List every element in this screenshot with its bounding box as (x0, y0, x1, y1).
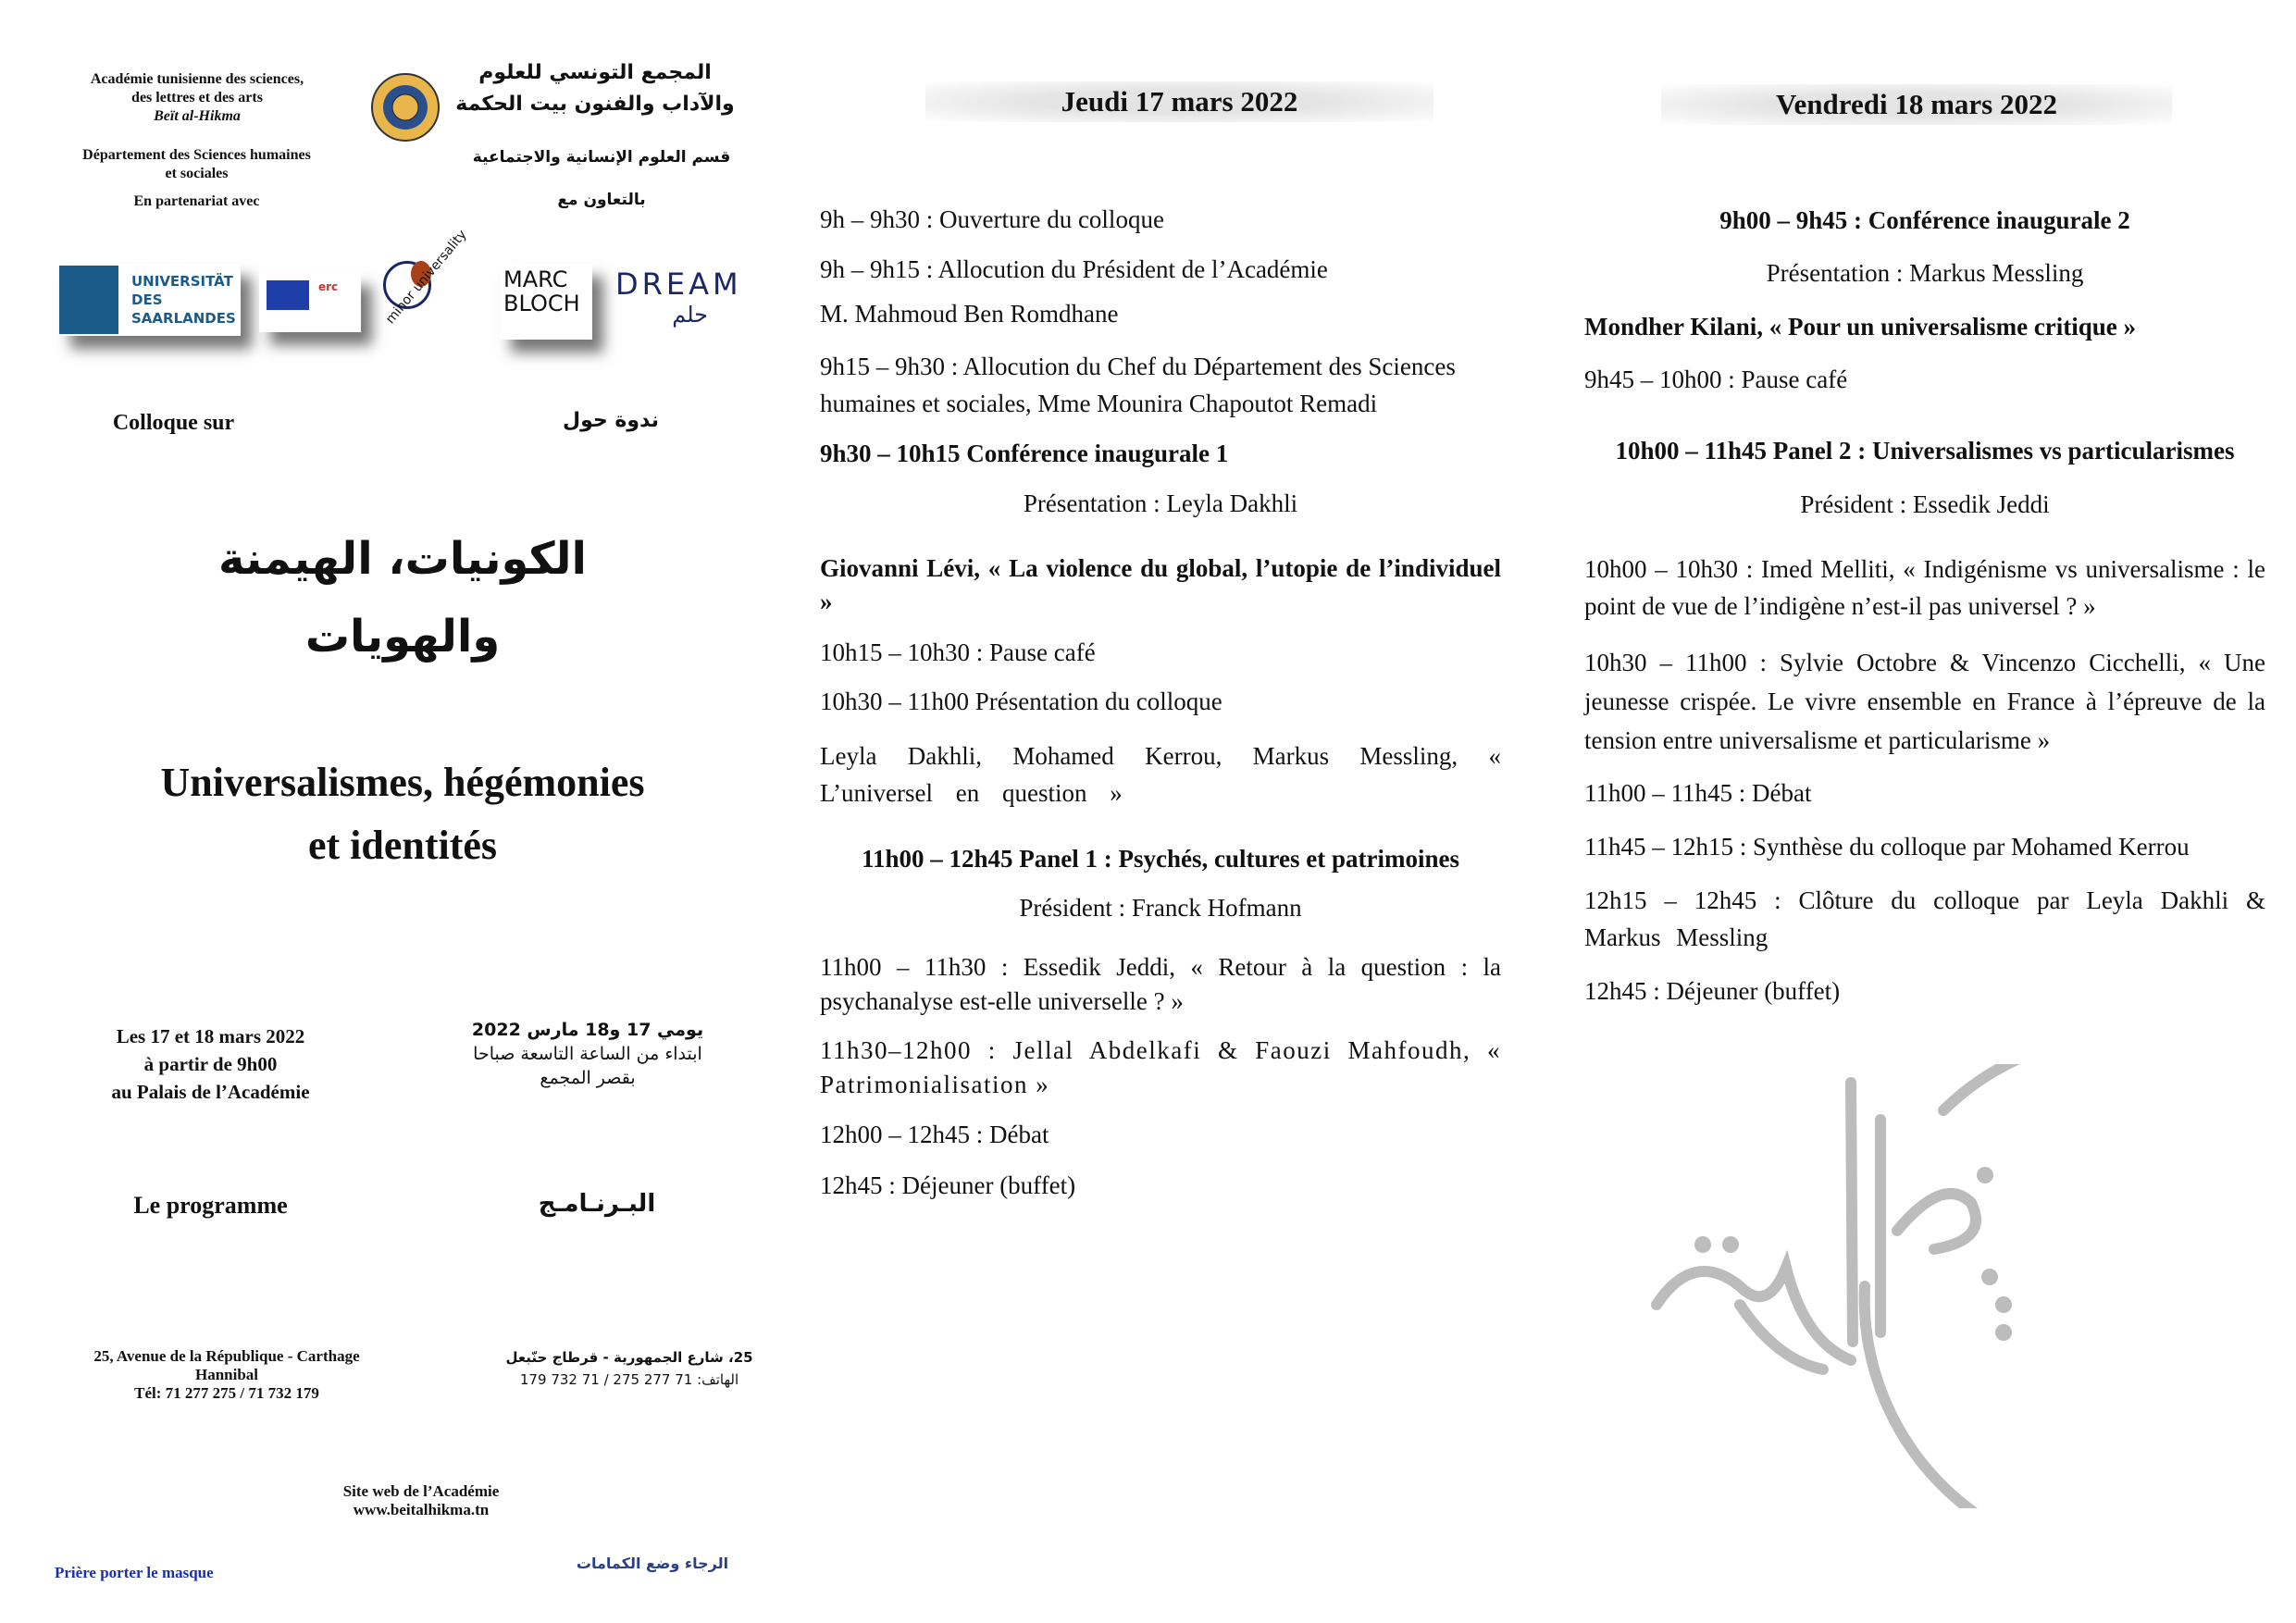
eu-flag-icon (267, 280, 309, 310)
logo-text: حلم (672, 302, 708, 328)
program-item: 9h – 9h30 : Ouverture du colloque (820, 205, 1164, 233)
program-item: M. Mahmoud Ben Romdhane (820, 300, 1119, 328)
dates-line: au Palais de l’Académie (111, 1081, 310, 1103)
program-item: Leyla Dakhli, Mohamed Kerrou, Markus Mes… (820, 742, 1501, 807)
address-line: Hannibal (194, 1366, 259, 1383)
logo-text: UNIVERSITÄT (131, 273, 233, 290)
department-line: Département des Sciences humaines (82, 147, 311, 163)
title-ar-line: الكونيات، الهيمنة (218, 533, 587, 585)
academy-name-ar: المجمع التونسي للعلوم والآداب والفنون بي… (455, 61, 735, 116)
academy-line: des lettres et des arts (131, 90, 263, 105)
website-label: Site web de l’Académie (342, 1482, 500, 1500)
program-talk: 10h30 – 11h00 : Sylvie Octobre & Vincenz… (1584, 649, 2265, 754)
day1-header: Jeudi 17 mars 2022 (925, 81, 1433, 122)
program-item: 10h30 – 11h00 Présentation du colloque (820, 688, 1222, 715)
program-session-title: 10h00 – 11h45 Panel 2 : Universalismes v… (1615, 437, 2235, 465)
programme-label-fr: Le programme (133, 1192, 288, 1219)
address-ar: 25، شارع الجمهورية - قرطاج حنّبعل الهاتف:… (490, 1346, 768, 1391)
dates-line: ابتداء من الساعة التاسعة صباحا (473, 1044, 702, 1064)
program-item: Présentation : Markus Messling (1766, 259, 2084, 287)
program-talk: Giovanni Lévi, « La violence du global, … (820, 554, 1501, 615)
academy-name-fr: Académie tunisienne des sciences, des le… (56, 70, 339, 126)
programme-label-ar: البـرنـامـج (538, 1190, 656, 1218)
title-fr-line: et identités (307, 823, 498, 868)
logo-text: MARC (503, 266, 568, 292)
program-item: 9h – 9h15 : Allocution du Président de l… (820, 255, 1328, 283)
department-ar: قسم العلوم الإنسانية والاجتماعية (472, 148, 731, 167)
title-fr-line: Universalismes, hégémonies (160, 760, 645, 805)
dates-ar: يومي 17 و18 مارس 2022 ابتداء من الساعة ال… (453, 1018, 722, 1090)
logo-text: DES (131, 291, 163, 308)
colloque-label-fr: Colloque sur (112, 411, 235, 435)
academy-line: Beït al-Hikma (154, 108, 241, 124)
program-item: 10h15 – 10h30 : Pause café (820, 638, 1096, 666)
saarland-university-logo: UNIVERSITÄT DES SAARLANDES (59, 264, 241, 336)
logo-text: DREAM (615, 266, 742, 302)
dates-line: يومي 17 و18 مارس 2022 (471, 1020, 704, 1040)
centre-marc-bloch-logo: MARC BLOCH (500, 264, 592, 340)
program-talk: 11h00 – 11h30 : Essedik Jeddi, « Retour … (820, 953, 1501, 1015)
title-ar-line: والهويات (304, 611, 501, 663)
dates-line: بقصر المجمع (540, 1068, 636, 1088)
program-item: 11h45 – 12h15 : Synthèse du colloque par… (1584, 833, 2190, 861)
partner-ar: بالتعاون مع (557, 191, 646, 209)
program-talk: 11h30–12h00 : Jellal Abdelkafi & Faouzi … (820, 1036, 1501, 1098)
website-url[interactable]: www.beitalhikma.tn (353, 1501, 490, 1518)
academy-seal-logo (371, 73, 440, 142)
mask-notice-ar: الرجاء وضع الكمامات (576, 1555, 729, 1572)
dates-fr: Les 17 et 18 mars 2022 à partir de 9h00 au… (74, 1022, 347, 1106)
program-item: 12h00 – 12h45 : Débat (820, 1121, 1049, 1148)
logo-text: SAARLANDES (131, 310, 236, 327)
program-item: Présentation : Leyla Dakhli (1023, 489, 1298, 517)
address-line: 25، شارع الجمهورية - قرطاج حنّبعل (505, 1349, 753, 1366)
address-line: Tél: 71 277 275 / 71 732 179 (134, 1384, 319, 1402)
partner-fr: En partenariat avec (133, 193, 260, 209)
program-item: 12h45 : Déjeuner (buffet) (1584, 977, 1841, 1005)
minor-universality-logo: minor universality (379, 228, 481, 352)
department-fr: Département des Sciences humaines et soc… (65, 146, 329, 183)
program-item: 12h15 – 12h45 : Clôture du colloque par … (1584, 886, 2265, 951)
program-item: Président : Franck Hofmann (1019, 894, 1302, 922)
mask-notice-fr: Prière porter le masque (55, 1564, 214, 1581)
program-talk: Mondher Kilani, « Pour un universalisme … (1584, 313, 2137, 341)
program-session-title: 9h00 – 9h45 : Conférence inaugurale 2 (1719, 206, 2130, 234)
title-fr: Universalismes, hégémonies et identités (111, 751, 694, 877)
address-fr: 25, Avenue de la République - Carthage Ha… (65, 1347, 389, 1403)
program-item: 11h00 – 11h45 : Débat (1584, 779, 1812, 807)
program-session-title: 11h00 – 12h45 Panel 1 : Psychés, culture… (862, 845, 1459, 873)
program-talk: 10h00 – 10h30 : Imed Melliti, « Indigéni… (1584, 555, 2265, 620)
erc-eu-logo: erc (259, 273, 361, 332)
department-line: et sociales (165, 166, 229, 181)
dream-logo: DREAM حلم (615, 266, 742, 328)
logo-text: erc (318, 280, 339, 293)
program-session-title: 9h30 – 10h15 Conférence inaugurale 1 (820, 440, 1229, 467)
program-item: 9h15 – 9h30 : Allocution du Chef du Dépa… (820, 353, 1456, 417)
title-ar: الكونيات، الهيمنة والهويات (139, 520, 666, 675)
program-item: Président : Essedik Jeddi (1800, 490, 2050, 518)
logo-text: BLOCH (503, 291, 580, 316)
website: Site web de l’Académie www.beitalhikma.tn (296, 1482, 546, 1519)
beit-al-hikma-calligraphy-watermark (1651, 1064, 2020, 1508)
dates-line: Les 17 et 18 mars 2022 (116, 1025, 305, 1047)
day2-header: Vendredi 18 mars 2022 (1661, 84, 2172, 125)
address-line: 25, Avenue de la République - Carthage (93, 1347, 360, 1365)
dates-line: à partir de 9h00 (143, 1053, 278, 1075)
program-item: 9h45 – 10h00 : Pause café (1584, 365, 1848, 393)
program-item: 12h45 : Déjeuner (buffet) (820, 1171, 1076, 1199)
colloque-label-ar: ندوة حول (562, 409, 660, 432)
academy-line: Académie tunisienne des sciences, (90, 71, 304, 87)
address-line: الهاتف: 71 277 275 / 71 732 179 (519, 1371, 739, 1388)
